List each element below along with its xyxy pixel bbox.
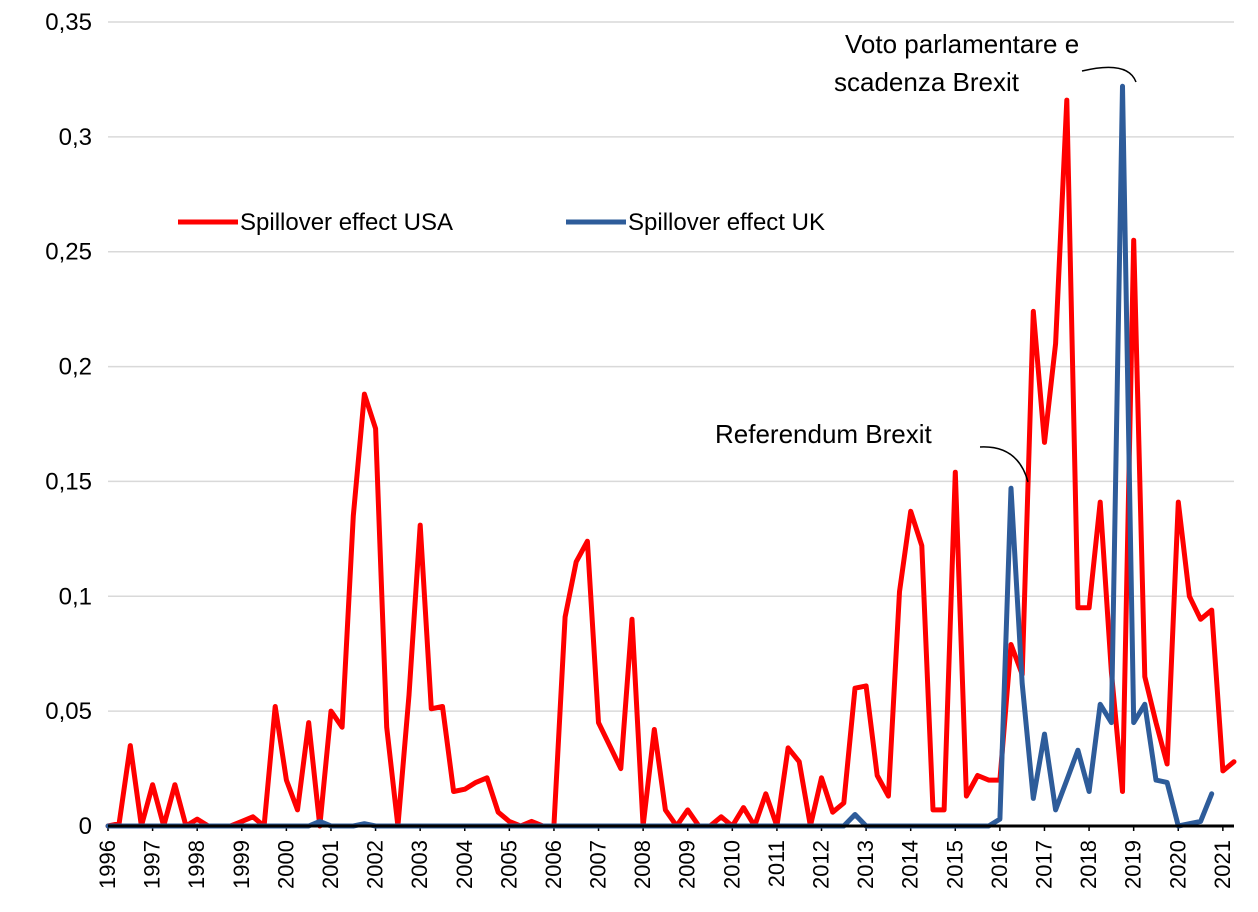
gridlines bbox=[108, 21, 1234, 712]
legend-label-usa: Spillover effect USA bbox=[240, 209, 453, 236]
x-tick-label: 2016 bbox=[987, 840, 1012, 889]
y-tick-label: 0,35 bbox=[45, 9, 92, 36]
legend-label-uk: Spillover effect UK bbox=[628, 209, 825, 236]
x-tick-label: 2021 bbox=[1210, 840, 1235, 889]
x-tick-label: 2014 bbox=[898, 840, 923, 889]
x-tick-label: 2019 bbox=[1121, 840, 1146, 889]
x-axis-ticks: 1996 1997 1998 1999 2000 2001 2002 2003 2004 2005… bbox=[95, 826, 1235, 889]
legend: Spillover effect USA Spillover effect UK bbox=[178, 209, 825, 236]
x-tick-label: 1999 bbox=[229, 840, 254, 889]
x-tick-label: 2000 bbox=[273, 840, 298, 889]
x-tick-label: 2005 bbox=[496, 840, 521, 889]
x-tick-label: 2001 bbox=[318, 840, 343, 889]
y-tick-label: 0,1 bbox=[59, 583, 92, 610]
y-axis-ticks: 0 0,05 0,1 0,15 0,2 0,25 0,3 0,35 bbox=[45, 9, 92, 840]
x-tick-label: 2010 bbox=[719, 840, 744, 889]
y-tick-label: 0 bbox=[79, 813, 92, 840]
x-tick-label: 2012 bbox=[809, 840, 834, 889]
annotation-referendum-leader bbox=[979, 446, 1029, 483]
x-tick-label: 1996 bbox=[95, 840, 120, 889]
y-tick-label: 0,05 bbox=[45, 698, 92, 725]
x-tick-label: 2003 bbox=[407, 840, 432, 889]
x-tick-label: 2011 bbox=[764, 840, 789, 887]
annotation-brexit-line1: Voto parlamentare e bbox=[845, 29, 1079, 59]
x-tick-label: 2009 bbox=[675, 840, 700, 889]
x-tick-label: 2004 bbox=[452, 840, 477, 889]
x-tick-label: 2015 bbox=[942, 840, 967, 889]
x-tick-label: 2020 bbox=[1165, 840, 1190, 889]
series-line-usa bbox=[105, 97, 1237, 829]
annotation-referendum: Referendum Brexit bbox=[715, 419, 933, 449]
x-tick-label: 2008 bbox=[630, 840, 655, 889]
y-tick-label: 0,15 bbox=[45, 468, 92, 495]
x-tick-label: 2013 bbox=[853, 840, 878, 889]
annotations: Referendum Brexit Voto parlamentare e sc… bbox=[715, 29, 1137, 483]
y-tick-label: 0,2 bbox=[59, 354, 92, 381]
annotation-brexit-line2: scadenza Brexit bbox=[834, 67, 1020, 97]
x-tick-label: 2017 bbox=[1031, 840, 1056, 889]
x-tick-label: 1998 bbox=[184, 840, 209, 889]
annotation-brexit-leader bbox=[1081, 66, 1137, 83]
y-tick-label: 0,3 bbox=[59, 124, 92, 151]
x-tick-label: 2007 bbox=[586, 840, 611, 889]
x-tick-label: 2002 bbox=[363, 840, 388, 889]
y-tick-label: 0,25 bbox=[45, 239, 92, 266]
x-tick-label: 2018 bbox=[1076, 840, 1101, 889]
data-series bbox=[105, 83, 1237, 829]
x-tick-label: 1997 bbox=[140, 840, 165, 889]
x-tick-label: 2006 bbox=[541, 840, 566, 889]
